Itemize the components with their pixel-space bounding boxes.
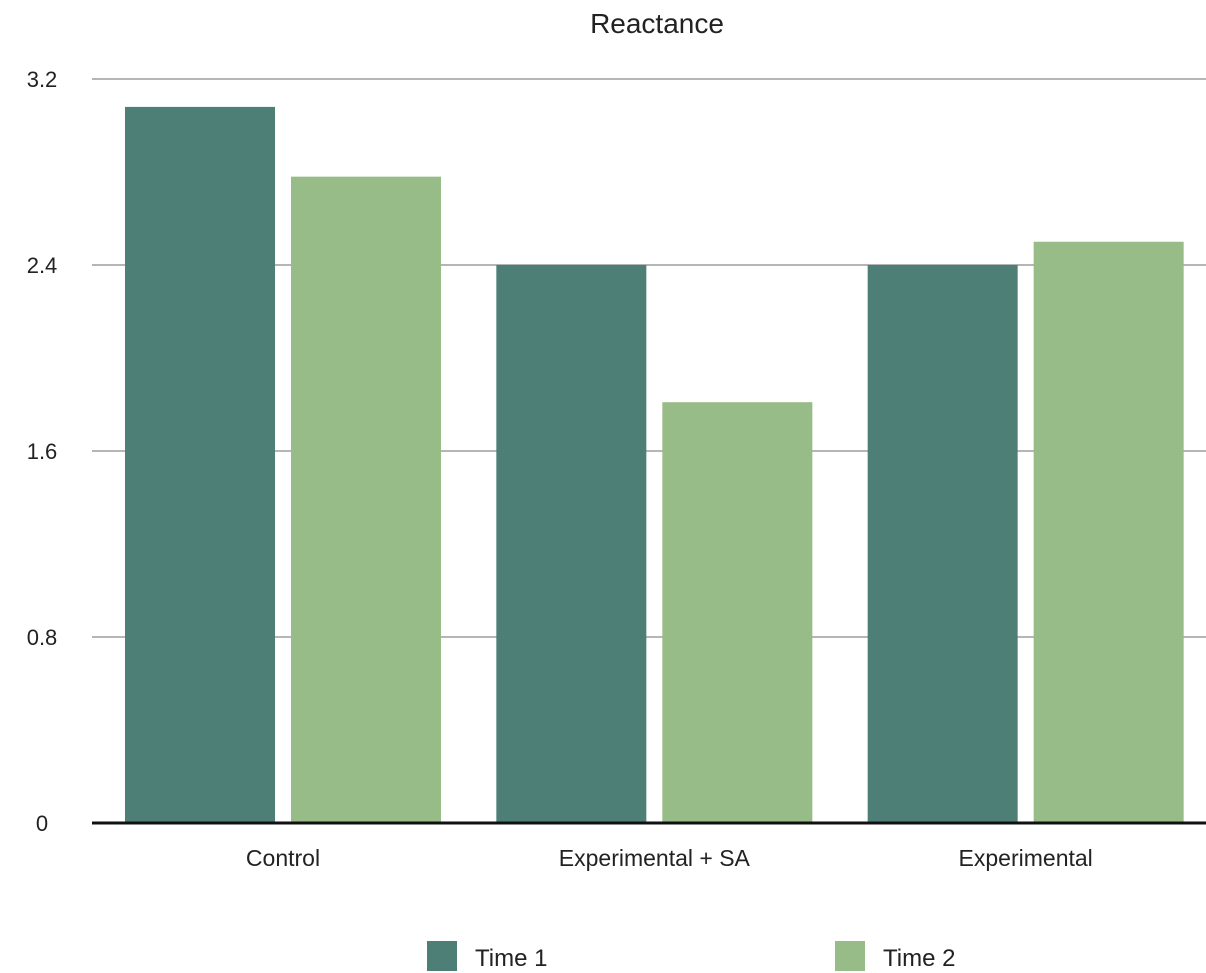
legend: Time 1 Time 2: [427, 941, 955, 972]
bars: [125, 106, 1184, 823]
bar-time-1: [496, 265, 647, 823]
x-tick-label: Control: [246, 845, 320, 871]
bar-time-1: [125, 106, 275, 823]
legend-swatch: [835, 941, 865, 971]
axes: 0 0.8 1.6 2.4 3.2 Control Experimental + SA Exp…: [27, 67, 1206, 871]
x-tick-label: Experimental + SA: [559, 845, 751, 871]
chart-title: Reactance: [590, 8, 724, 39]
bar-time-2: [291, 176, 441, 823]
legend-label: Time 1: [475, 945, 547, 972]
legend-swatch: [427, 941, 457, 971]
y-tick-label: 3.2: [27, 67, 58, 92]
bar-time-1: [867, 265, 1018, 823]
legend-label: Time 2: [883, 945, 955, 972]
y-tick-label: 0: [36, 811, 48, 836]
x-tick-label: Experimental: [959, 845, 1093, 871]
y-tick-label: 0.8: [27, 625, 58, 650]
gridlines: [92, 78, 1206, 638]
bar-time-2: [1033, 241, 1184, 823]
bar-time-2: [662, 402, 813, 823]
y-tick-label: 2.4: [27, 253, 58, 278]
y-tick-label: 1.6: [27, 439, 58, 464]
